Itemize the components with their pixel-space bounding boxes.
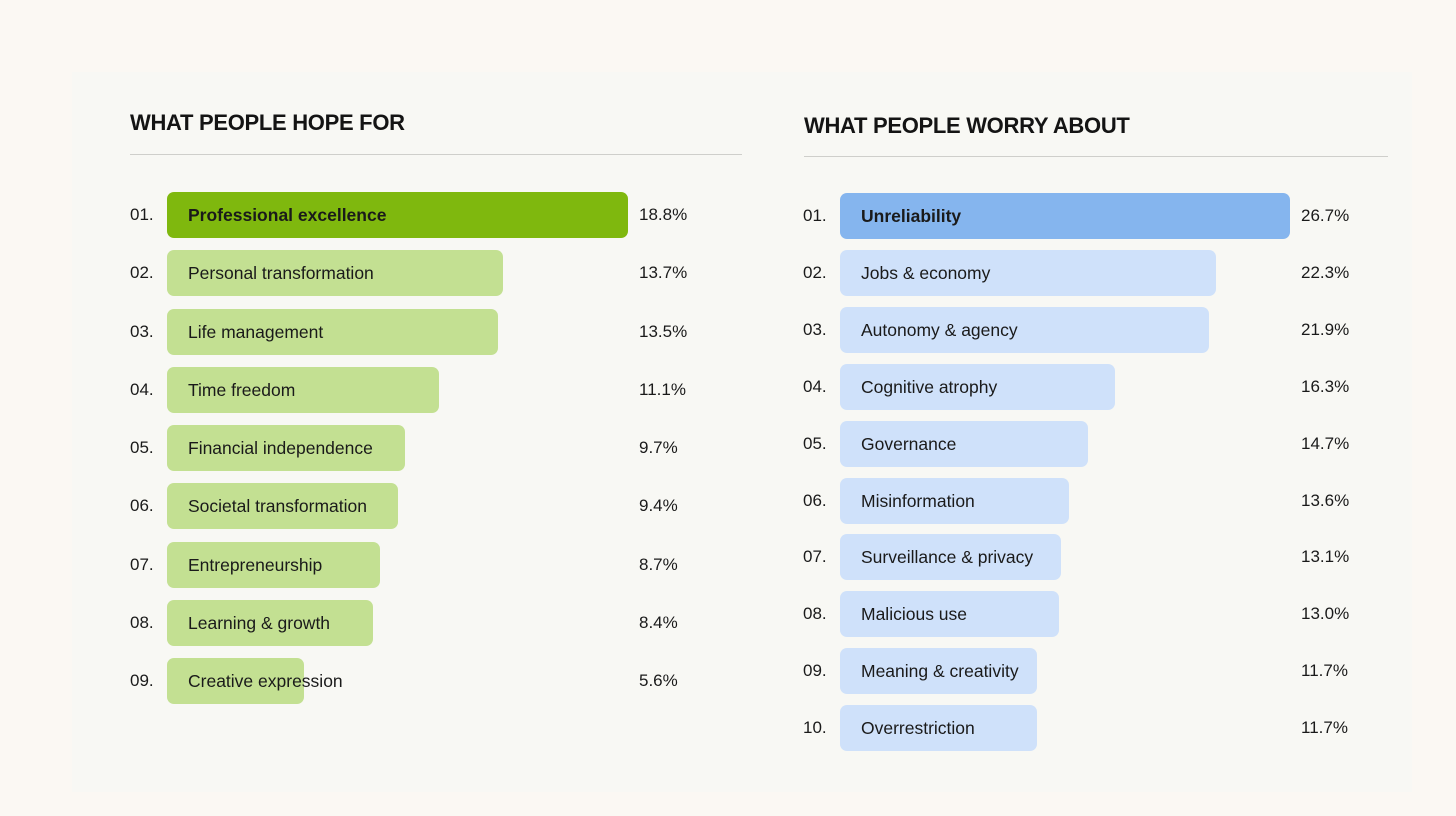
- bar: [167, 250, 503, 297]
- bar-row: 07. Entrepreneurship 8.7%: [130, 541, 730, 588]
- rank-label: 05.: [130, 438, 154, 457]
- category-label: Time freedom: [188, 379, 296, 400]
- bar-row: 01. Unreliability 26.7%: [803, 193, 1403, 239]
- worry-divider: [804, 156, 1388, 157]
- category-label: Societal transformation: [188, 496, 367, 517]
- rank-label: 02.: [130, 263, 154, 283]
- bar: [840, 477, 1070, 524]
- bar-row: 03. Life management 13.5%: [130, 308, 730, 355]
- category-label: Financial independence: [188, 438, 373, 458]
- rank-label: 08.: [803, 604, 827, 624]
- category-label: Overrestriction: [861, 718, 975, 739]
- bar-row: 02. Jobs & economy 22.3%: [803, 249, 1403, 296]
- bar: [167, 483, 398, 530]
- bar: [840, 648, 1038, 695]
- value-label: 21.9%: [1301, 319, 1350, 339]
- category-label: Surveillance & privacy: [861, 547, 1034, 568]
- value-label: 16.3%: [1301, 376, 1350, 396]
- bar-row: 06. Societal transformation 9.4%: [130, 483, 730, 530]
- worry-chart-title: WHAT PEOPLE WORRY ABOUT: [804, 113, 1130, 138]
- bar: [167, 425, 405, 471]
- bar-row: 05. Financial independence 9.7%: [130, 425, 730, 471]
- category-label: Personal transformation: [188, 263, 374, 284]
- rank-label: 08.: [130, 612, 154, 632]
- bar-row: 07. Surveillance & privacy 13.1%: [803, 534, 1403, 581]
- rank-label: 07.: [803, 547, 827, 567]
- value-label: 8.4%: [639, 612, 678, 632]
- bar: [840, 363, 1115, 410]
- value-label: 22.3%: [1301, 262, 1350, 282]
- value-label: 13.1%: [1301, 547, 1350, 567]
- value-label: 13.7%: [639, 263, 688, 283]
- bar-row: 04. Cognitive atrophy 16.3%: [803, 363, 1403, 410]
- bar: [840, 193, 1290, 239]
- category-label: Creative expression: [188, 671, 343, 691]
- category-label: Autonomy & agency: [861, 319, 1018, 340]
- bar: [840, 705, 1038, 752]
- value-label: 11.7%: [1301, 661, 1348, 681]
- value-label: 8.7%: [639, 554, 678, 574]
- value-label: 11.1%: [639, 379, 686, 399]
- rank-label: 01.: [130, 205, 154, 224]
- value-label: 26.7%: [1301, 206, 1350, 225]
- category-label: Malicious use: [861, 604, 968, 625]
- value-label: 13.6%: [1301, 490, 1350, 510]
- bar: [167, 366, 440, 413]
- category-label: Life management: [188, 321, 324, 342]
- bar-row: 04. Time freedom 11.1%: [130, 366, 730, 413]
- value-label: 11.7%: [1301, 718, 1348, 738]
- rank-label: 04.: [130, 379, 154, 399]
- bar-row: 06. Misinformation 13.6%: [803, 477, 1403, 524]
- bar-row: 02. Personal transformation 13.7%: [130, 250, 730, 297]
- bar-row: 03. Autonomy & agency 21.9%: [803, 306, 1403, 353]
- category-label: Unreliability: [861, 206, 962, 226]
- rank-label: 10.: [803, 718, 827, 738]
- rank-label: 02.: [803, 262, 827, 282]
- bar: [167, 658, 305, 704]
- bar: [167, 192, 628, 238]
- rank-label: 04.: [803, 376, 827, 396]
- category-label: Misinformation: [861, 490, 975, 511]
- bar: [840, 306, 1210, 353]
- category-label: Professional excellence: [188, 205, 387, 225]
- value-label: 13.0%: [1301, 604, 1350, 624]
- bar: [167, 599, 373, 646]
- category-label: Cognitive atrophy: [861, 376, 998, 397]
- bar: [840, 534, 1061, 581]
- rank-label: 09.: [130, 671, 154, 690]
- category-label: Learning & growth: [188, 612, 331, 633]
- value-label: 18.8%: [639, 205, 688, 224]
- rank-label: 03.: [130, 321, 154, 341]
- rank-label: 03.: [803, 319, 827, 339]
- value-label: 13.5%: [639, 321, 688, 341]
- value-label: 9.7%: [639, 438, 678, 457]
- hope-divider: [130, 154, 742, 155]
- rank-label: 06.: [803, 490, 827, 510]
- bar-row: 05. Governance 14.7%: [803, 420, 1403, 467]
- bar: [840, 420, 1088, 467]
- value-label: 14.7%: [1301, 433, 1350, 453]
- bar-row: 08. Malicious use 13.0%: [803, 591, 1403, 638]
- category-label: Governance: [861, 433, 957, 454]
- category-label: Jobs & economy: [861, 262, 991, 283]
- value-label: 5.6%: [639, 671, 678, 690]
- bar: [167, 308, 499, 355]
- rank-label: 07.: [130, 554, 154, 574]
- bar-row: 10. Overrestriction 11.7%: [803, 705, 1403, 752]
- rank-label: 01.: [803, 206, 827, 225]
- rank-label: 09.: [803, 661, 827, 681]
- bar: [840, 591, 1060, 638]
- category-label: Meaning & creativity: [861, 661, 1019, 682]
- bar-row: 01. Professional excellence 18.8%: [130, 192, 730, 238]
- bar: [167, 541, 381, 588]
- bar-row: 09. Meaning & creativity 11.7%: [803, 648, 1403, 695]
- value-label: 9.4%: [639, 496, 678, 516]
- rank-label: 05.: [803, 433, 827, 453]
- category-label: Entrepreneurship: [188, 554, 323, 575]
- bar-row: 09. Creative expression 5.6%: [130, 658, 730, 704]
- bar-row: 08. Learning & growth 8.4%: [130, 599, 730, 646]
- hope-chart-title: WHAT PEOPLE HOPE FOR: [130, 110, 405, 135]
- rank-label: 06.: [130, 496, 154, 516]
- bar: [840, 249, 1216, 296]
